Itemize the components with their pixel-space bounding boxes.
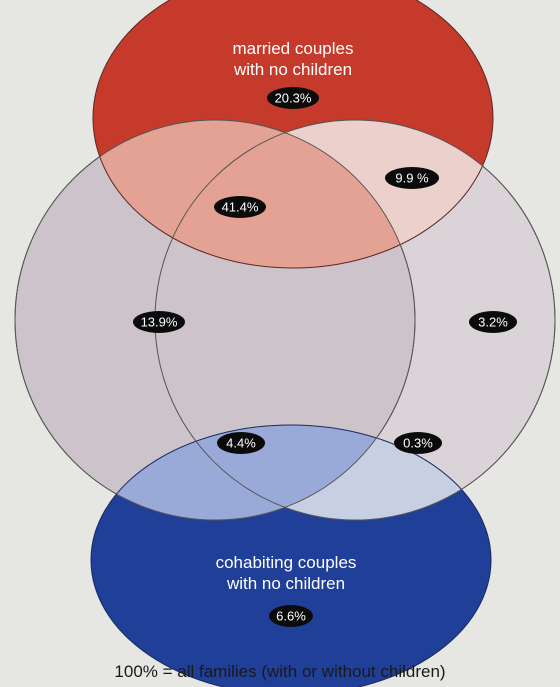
svg-text:4.4%: 4.4%: [226, 436, 256, 451]
svg-text:9.9 %: 9.9 %: [395, 171, 429, 186]
value-cohab-only: 6.6%: [269, 605, 313, 627]
svg-text:41.4%: 41.4%: [222, 200, 259, 215]
married-title-line2: with no children: [233, 60, 352, 79]
cohabiting-oval-outline: [90, 424, 492, 687]
value-married-only: 20.3%: [267, 87, 319, 109]
cohabiting-title-line2: with no children: [226, 574, 345, 593]
value-cohab-right: 0.3%: [394, 432, 442, 454]
svg-text:6.6%: 6.6%: [276, 609, 306, 624]
svg-text:3.2%: 3.2%: [478, 315, 508, 330]
value-married-left: 41.4%: [214, 196, 266, 218]
value-married-right: 9.9 %: [385, 167, 439, 189]
value-right-only: 3.2%: [469, 311, 517, 333]
value-left-only: 13.9%: [133, 311, 185, 333]
svg-text:0.3%: 0.3%: [403, 436, 433, 451]
svg-text:13.9%: 13.9%: [141, 315, 178, 330]
value-cohab-left: 4.4%: [217, 432, 265, 454]
footnote: 100% = all families (with or without chi…: [114, 662, 445, 681]
married-title-line1: married couples: [233, 39, 354, 58]
svg-text:20.3%: 20.3%: [275, 91, 312, 106]
left-circle-outline: [14, 119, 416, 521]
married-oval-outline: [92, 0, 494, 269]
cohabiting-title-line1: cohabiting couples: [216, 553, 357, 572]
